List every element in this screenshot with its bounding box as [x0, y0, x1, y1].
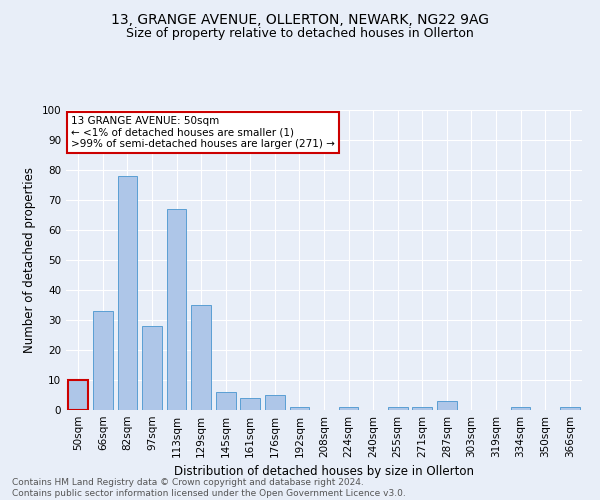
Bar — [339, 407, 358, 410]
Bar — [511, 407, 530, 410]
Bar — [437, 401, 457, 410]
Bar — [93, 311, 113, 410]
Bar — [241, 398, 260, 410]
Y-axis label: Number of detached properties: Number of detached properties — [23, 167, 36, 353]
Bar — [388, 407, 407, 410]
Text: Contains HM Land Registry data © Crown copyright and database right 2024.
Contai: Contains HM Land Registry data © Crown c… — [12, 478, 406, 498]
Bar — [412, 407, 432, 410]
Bar — [191, 305, 211, 410]
Bar — [68, 380, 88, 410]
Bar — [560, 407, 580, 410]
Bar — [216, 392, 236, 410]
Bar — [167, 209, 187, 410]
Bar — [142, 326, 162, 410]
Text: Size of property relative to detached houses in Ollerton: Size of property relative to detached ho… — [126, 28, 474, 40]
Text: 13 GRANGE AVENUE: 50sqm
← <1% of detached houses are smaller (1)
>99% of semi-de: 13 GRANGE AVENUE: 50sqm ← <1% of detache… — [71, 116, 335, 149]
X-axis label: Distribution of detached houses by size in Ollerton: Distribution of detached houses by size … — [174, 466, 474, 478]
Bar — [265, 395, 284, 410]
Bar — [290, 407, 309, 410]
Text: 13, GRANGE AVENUE, OLLERTON, NEWARK, NG22 9AG: 13, GRANGE AVENUE, OLLERTON, NEWARK, NG2… — [111, 12, 489, 26]
Bar — [118, 176, 137, 410]
